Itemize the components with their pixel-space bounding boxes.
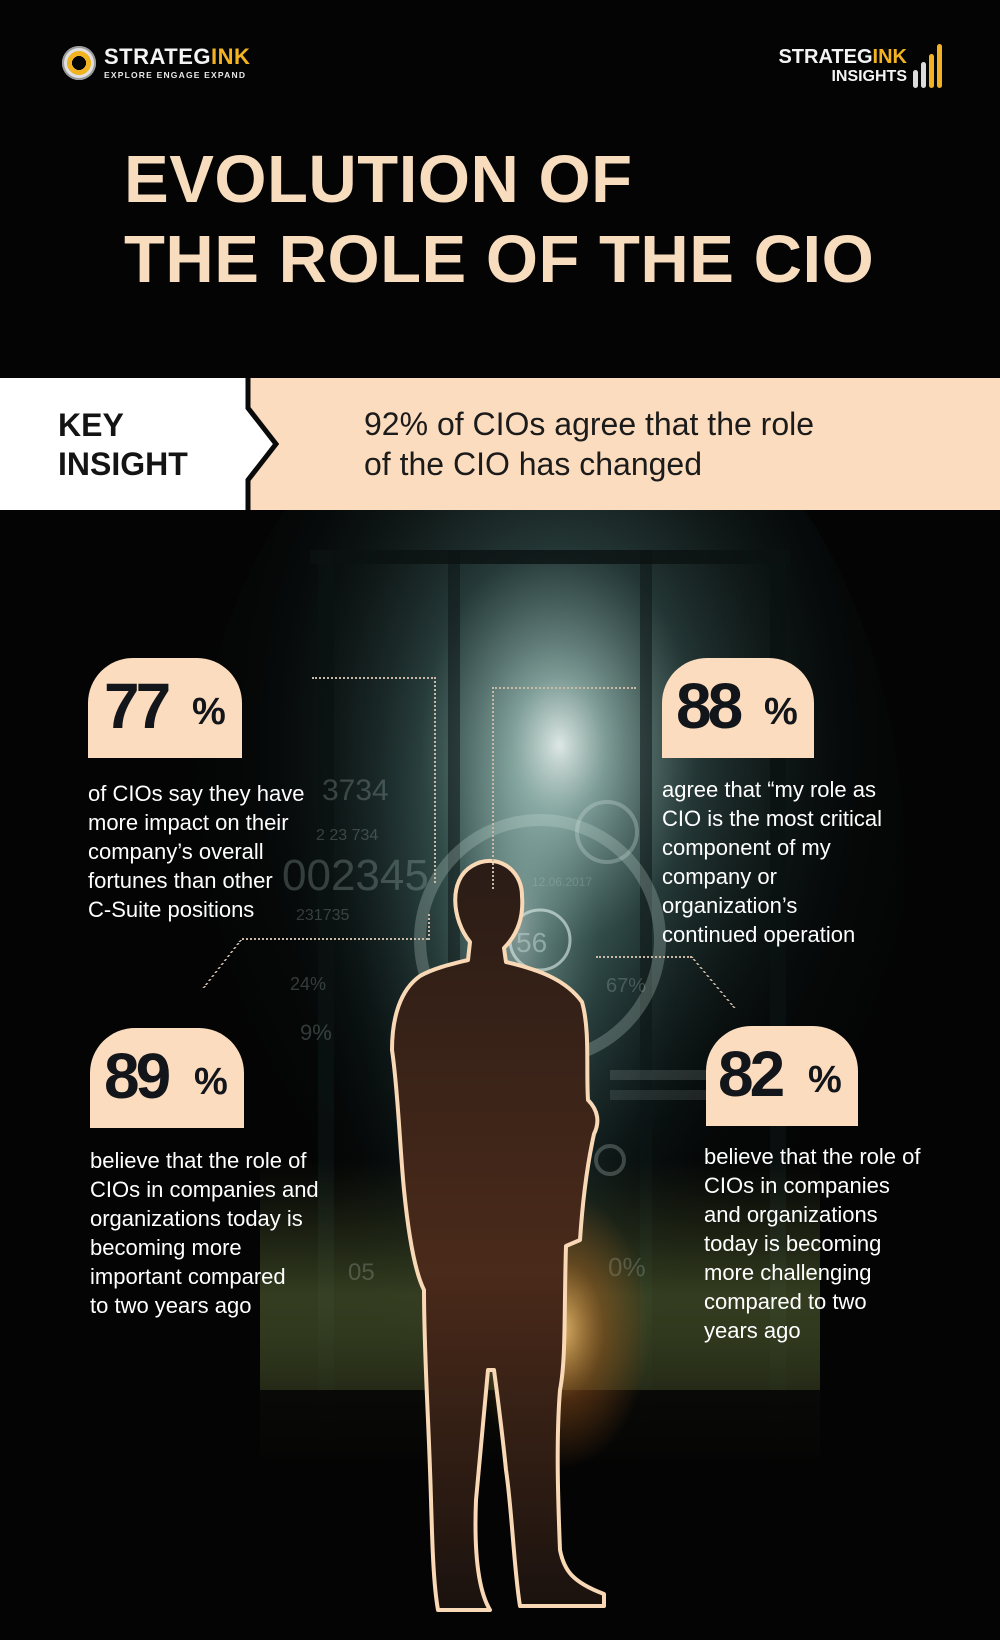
stat-89-description: believe that the role of CIOs in companie… bbox=[90, 1148, 319, 1318]
businessman-silhouette bbox=[390, 859, 606, 1612]
stat-88-badge: 88 % bbox=[662, 658, 814, 758]
stat-unit: % bbox=[192, 691, 226, 733]
stat-82-description: believe that the role of CIOs in companie… bbox=[704, 1144, 921, 1343]
insights-wordmark: STRATEGINK bbox=[778, 46, 907, 68]
key-insight-label-panel: KEY INSIGHT bbox=[0, 378, 244, 510]
stat-value: 82 bbox=[718, 1038, 785, 1110]
key-insight-label: KEY INSIGHT bbox=[58, 407, 188, 482]
hud-number: 3734 bbox=[322, 774, 389, 807]
hud-number: 9% bbox=[300, 1020, 332, 1045]
stat-77-description: of CIOs say they have more impact on thei… bbox=[88, 781, 305, 922]
insights-subtitle: INSIGHTS bbox=[831, 68, 907, 85]
connector-line bbox=[242, 938, 428, 1000]
stat-89-badge: 89 % bbox=[90, 1028, 244, 1128]
cio-silhouette-scene: 3734 2 23 734 002345 231735 24% 9% 56 67… bbox=[0, 510, 1000, 1640]
connector-line bbox=[312, 677, 436, 883]
gear-logo-icon bbox=[62, 46, 96, 80]
stat-77-badge: 77 % bbox=[88, 658, 242, 758]
hud-number: 05 bbox=[348, 1259, 375, 1286]
hud-number: 12.06.2017 bbox=[532, 875, 592, 889]
stat-value: 89 bbox=[104, 1040, 171, 1112]
stat-unit: % bbox=[194, 1061, 228, 1103]
stat-value: 88 bbox=[676, 670, 743, 742]
hud-number: 231735 bbox=[296, 907, 349, 924]
connector-line bbox=[492, 687, 636, 889]
stat-unit: % bbox=[764, 691, 798, 733]
hud-number: 56 bbox=[516, 927, 547, 958]
strategink-logo: STRATEGINK EXPLORE ENGAGE EXPAND bbox=[62, 46, 250, 80]
logo-tagline: EXPLORE ENGAGE EXPAND bbox=[104, 70, 247, 81]
stat-88-description: agree that “my role as CIO is the most cr… bbox=[662, 777, 883, 947]
stat-value: 77 bbox=[104, 670, 171, 742]
logo-wordmark: STRATEGINK bbox=[104, 44, 251, 70]
strategink-insights-logo: STRATEGINK INSIGHTS bbox=[778, 44, 942, 88]
hud-number: 24% bbox=[290, 974, 326, 994]
connector-line bbox=[428, 914, 430, 940]
stat-unit: % bbox=[808, 1059, 842, 1101]
chevron-right-icon bbox=[244, 378, 280, 510]
hud-number: 2 23 734 bbox=[316, 827, 378, 844]
page-title: EVOLUTION OF THE ROLE OF THE CIO bbox=[124, 140, 874, 300]
title-line-1: EVOLUTION OF bbox=[124, 142, 633, 217]
key-insight-text: 92% of CIOs agree that the role of the C… bbox=[364, 406, 815, 482]
backlit-window-illustration: 3734 2 23 734 002345 231735 24% 9% 56 67… bbox=[0, 510, 1000, 1640]
title-line-2: THE ROLE OF THE CIO bbox=[124, 222, 875, 297]
key-insight-band: KEY INSIGHT 92% of CIOs agree that the r… bbox=[0, 378, 1000, 510]
hud-number: 67% bbox=[606, 975, 646, 997]
hud-number: 002345 bbox=[282, 851, 429, 900]
connector-line bbox=[596, 956, 692, 958]
growth-bars-icon bbox=[913, 44, 942, 88]
stat-82-badge: 82 % bbox=[706, 1026, 858, 1126]
